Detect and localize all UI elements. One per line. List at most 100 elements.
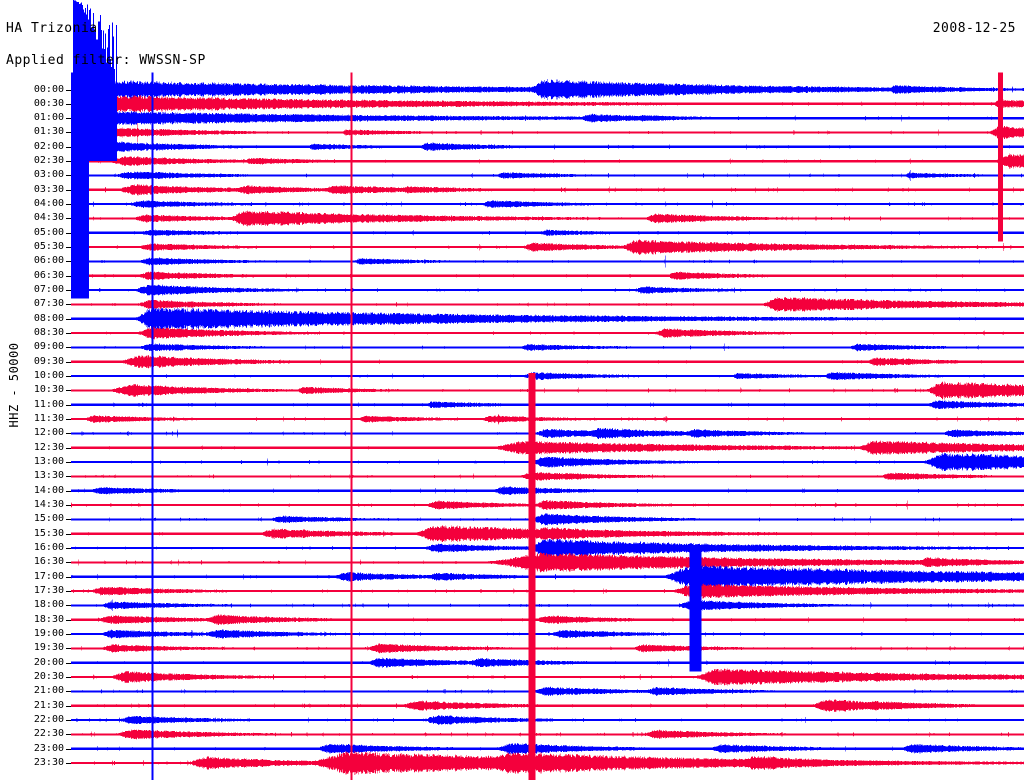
trace-row [71,750,1024,776]
time-axis-label: 12:30 [33,441,64,453]
time-axis-tick [66,132,71,133]
trace-row [71,94,1024,114]
time-axis-label: 00:00 [33,83,64,95]
trace-row [71,122,1024,143]
trace-row [71,199,1024,209]
trace-row [71,110,1024,126]
time-axis-label: 01:00 [33,112,64,124]
time-axis-label: 15:30 [33,527,64,539]
time-axis: 00:00 00:30 01:00 01:30 02:00 02:30 03:00 03:30… [0,0,71,780]
trace-baseline [71,475,1024,478]
trace-baseline [71,690,1024,693]
time-axis-label: 21:00 [33,685,64,697]
trace-baseline [71,647,1024,650]
trace-baseline [71,274,1024,277]
trace-baseline [71,403,1024,406]
time-axis-label: 23:30 [33,757,64,768]
time-axis-label: 21:30 [33,699,64,711]
trace-baseline [71,432,1024,435]
trace-row [71,78,1024,101]
trace-baseline [71,231,1024,234]
trace-baseline [71,360,1024,363]
time-axis-label: 17:00 [33,570,64,582]
trace-row [71,628,1024,640]
trace-row [71,614,1024,626]
trace-baseline [71,733,1024,736]
time-axis-label: 02:30 [33,155,64,167]
trace-row [71,354,1024,369]
time-axis-label: 01:30 [33,126,64,138]
record-date: 2008-12-25 [932,21,1016,36]
clipped-signal-band [689,545,702,672]
trace-baseline [71,704,1024,707]
trace-baseline [71,332,1024,335]
time-axis-label: 08:00 [33,312,64,324]
trace-row [71,699,1024,713]
clipped-signal-band [528,373,536,780]
time-axis-tick [66,247,71,248]
trace-row [71,500,1024,511]
time-axis-label: 08:30 [33,327,64,339]
time-axis-tick [66,390,71,391]
time-axis-label: 18:00 [33,599,64,611]
time-axis-tick [66,462,71,463]
trace-baseline [71,675,1024,679]
time-axis-label: 17:30 [33,585,64,597]
clipped-signal-band [998,72,1004,242]
time-axis-tick [66,734,71,735]
trace-row [71,255,1024,268]
time-axis-tick [66,476,71,477]
trace-baseline [71,503,1024,507]
time-axis-tick [66,519,71,520]
trace-baseline [71,160,1024,163]
time-axis-label: 14:30 [33,499,64,511]
time-axis-tick [66,433,71,434]
trace-baseline [71,632,1024,636]
time-axis-tick [66,577,71,578]
trace-row [71,643,1024,654]
trace-baseline [71,661,1024,664]
time-axis-tick [66,448,71,449]
trace-row [71,668,1024,686]
time-axis-tick [66,706,71,707]
time-axis-tick [66,720,71,721]
time-axis-label: 09:30 [33,355,64,367]
trace-baseline [71,174,1024,177]
trace-row [71,657,1024,668]
time-axis-label: 10:00 [33,370,64,382]
trace-row [71,326,1024,340]
trace-row [71,729,1024,740]
time-axis-tick [66,190,71,191]
trace-row [71,210,1024,227]
time-axis-label: 07:00 [33,284,64,296]
time-axis-label: 20:30 [33,671,64,683]
time-axis-tick [66,118,71,119]
time-axis-label: 12:00 [33,427,64,439]
trace-baseline [71,131,1024,134]
time-axis-label: 03:00 [33,169,64,181]
trace-row [71,400,1024,410]
trace-baseline [71,618,1024,621]
trace-baseline [71,589,1024,593]
trace-baseline [71,145,1024,148]
time-axis-tick [66,204,71,205]
time-axis-label: 06:00 [33,255,64,267]
time-axis-tick [66,491,71,492]
trace-baseline [71,446,1024,449]
time-axis-tick [66,648,71,649]
trace-baseline [71,561,1024,564]
time-axis-tick [66,347,71,348]
time-axis-tick [66,562,71,563]
trace-baseline [71,718,1024,722]
trace-row [71,371,1024,381]
time-axis-tick [66,534,71,535]
trace-row [71,686,1024,697]
time-axis-tick [66,591,71,592]
clipped-signal-band [151,72,154,780]
time-axis-label: 19:30 [33,642,64,654]
trace-baseline [71,417,1024,421]
time-axis-label: 16:00 [33,542,64,554]
trace-baseline [71,102,1024,105]
trace-row [71,440,1024,456]
time-axis-label: 06:30 [33,269,64,281]
